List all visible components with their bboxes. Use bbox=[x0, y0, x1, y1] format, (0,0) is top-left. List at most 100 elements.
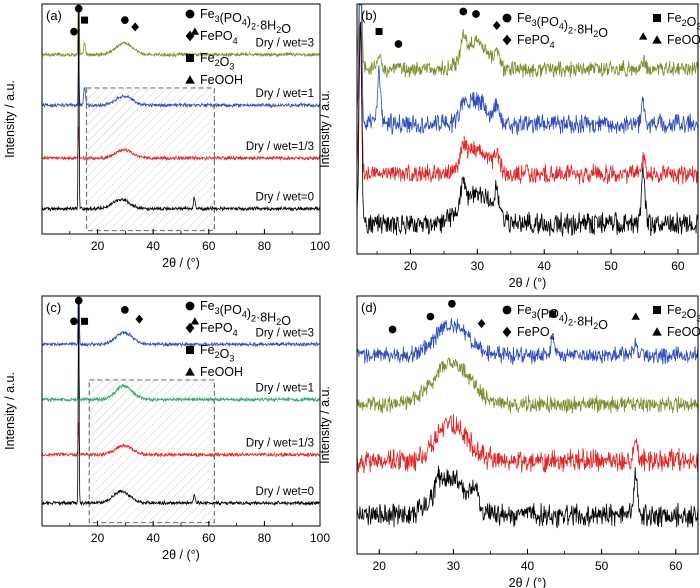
legend-triangle-icon bbox=[185, 75, 195, 84]
series-label: Dry / wet=1 bbox=[256, 88, 314, 100]
x-tick-label: 20 bbox=[91, 239, 105, 253]
legend-entry-label: Fe2O3 bbox=[667, 11, 700, 32]
panel-letter: (a) bbox=[46, 8, 62, 23]
x-tick-label: 50 bbox=[595, 559, 609, 573]
circle-peak-marker bbox=[448, 299, 456, 308]
circle-peak-marker bbox=[394, 40, 403, 48]
legend-square-icon bbox=[653, 306, 661, 314]
series-line-4 bbox=[41, 296, 321, 507]
x-tick-label: 40 bbox=[147, 531, 161, 545]
legend-triangle-icon bbox=[185, 367, 195, 376]
series-line-2 bbox=[356, 357, 699, 414]
series-line-4 bbox=[356, 21, 699, 237]
x-tick-label: 40 bbox=[147, 239, 161, 253]
legend-entry-label: FeOOH bbox=[667, 325, 700, 339]
legend-square-icon bbox=[653, 14, 661, 22]
series-line-3 bbox=[41, 421, 321, 458]
triangle-peak-marker bbox=[190, 317, 200, 325]
x-tick-label: 60 bbox=[202, 531, 216, 545]
legend-entry-label: Fe2O3 bbox=[667, 303, 700, 324]
diamond-peak-marker bbox=[131, 22, 139, 32]
series-label: Dry / wet=3 bbox=[256, 327, 314, 339]
series-line-4 bbox=[41, 4, 321, 213]
x-tick-label: 100 bbox=[310, 239, 330, 253]
circle-peak-marker bbox=[70, 317, 78, 326]
legend-circle-icon bbox=[185, 9, 195, 19]
series-label: Dry / wet=1/3 bbox=[246, 438, 314, 450]
x-tick-label: 20 bbox=[91, 531, 105, 545]
legend-entry-label: Fe2O3 bbox=[200, 51, 234, 72]
panel-letter: (d) bbox=[361, 300, 377, 315]
legend-entry-label: Fe3(PO4)2·8H2O bbox=[517, 303, 608, 332]
legend-entry-label: Fe3(PO4)2·8H2O bbox=[200, 7, 291, 36]
panel-c: Dry / wet=3 Dry / wet=1 Dry / wet=1/3 Dry /… bbox=[3, 295, 330, 562]
series-label: Dry / wet=1/3 bbox=[246, 141, 314, 153]
diamond-peak-marker bbox=[477, 319, 486, 329]
x-tick-label: 60 bbox=[671, 259, 685, 273]
legend: Fe3(PO4)2·8H2O Fe2O3 FePO4 FeOOH bbox=[502, 11, 700, 50]
circle-peak-marker bbox=[459, 7, 468, 16]
diamond-peak-marker bbox=[135, 314, 144, 324]
series-line-2 bbox=[41, 52, 321, 109]
series-line-3 bbox=[356, 414, 699, 473]
legend-circle-icon bbox=[502, 305, 512, 315]
series-label: Dry / wet=1 bbox=[256, 383, 314, 395]
series-line-3 bbox=[356, 22, 699, 185]
x-tick-label: 80 bbox=[258, 531, 272, 545]
panel-letter: (c) bbox=[46, 300, 61, 315]
x-tick-label: 80 bbox=[258, 239, 272, 253]
x-tick-label: 20 bbox=[404, 259, 418, 273]
legend-diamond-icon bbox=[185, 322, 195, 334]
circle-peak-marker bbox=[74, 296, 83, 305]
x-axis-label: 2θ / (°) bbox=[162, 548, 200, 562]
x-tick-label: 30 bbox=[447, 559, 461, 573]
x-tick-label: 30 bbox=[471, 259, 485, 273]
x-axis-label: 2θ / (°) bbox=[509, 276, 547, 290]
legend-entry-label: FePO4 bbox=[517, 33, 555, 50]
legend-triangle-icon bbox=[652, 35, 662, 44]
y-axis-label: Intensity / a.u. bbox=[3, 80, 17, 158]
legend-square-icon bbox=[186, 346, 194, 354]
circle-peak-marker bbox=[74, 4, 83, 13]
legend: Fe3(PO4)2·8H2O Fe2O3 FePO4 FeOOH bbox=[502, 303, 700, 342]
legend-circle-icon bbox=[502, 13, 512, 23]
triangle-peak-marker bbox=[190, 27, 200, 35]
panel-b: 20 30 40 50 60 2θ / (°) Intensity / a.u. (b) Fe3… bbox=[318, 3, 700, 290]
x-tick-label: 60 bbox=[202, 239, 216, 253]
diamond-peak-marker bbox=[492, 20, 501, 31]
series-line-1 bbox=[356, 318, 699, 365]
circle-peak-marker bbox=[70, 27, 78, 36]
square-peak-marker bbox=[549, 310, 557, 318]
legend-circle-icon bbox=[185, 301, 195, 311]
x-axis-label: 2θ / (°) bbox=[162, 256, 200, 270]
series-line-1 bbox=[41, 4, 321, 58]
panel-d: 20 30 40 50 60 2θ / (°) Intensity / a.u. (d) Fe3… bbox=[318, 295, 700, 588]
circle-peak-marker bbox=[120, 16, 129, 25]
series-line-1 bbox=[356, 4, 699, 79]
circle-peak-marker bbox=[426, 312, 435, 321]
x-tick-label: 100 bbox=[310, 531, 330, 545]
y-axis-label: Intensity / a.u. bbox=[318, 386, 332, 464]
legend-triangle-icon bbox=[652, 327, 662, 336]
series-line-1 bbox=[41, 296, 321, 348]
series-line-2 bbox=[356, 4, 699, 136]
x-tick-label: 50 bbox=[604, 259, 618, 273]
legend-entry-label: FeOOH bbox=[200, 365, 243, 379]
legend-entry-label: FeOOH bbox=[667, 33, 700, 47]
legend-diamond-icon bbox=[502, 34, 512, 46]
series-line-3 bbox=[41, 126, 321, 162]
square-peak-marker bbox=[81, 16, 89, 24]
legend-entry-label: Fe3(PO4)2·8H2O bbox=[200, 299, 291, 328]
panel-letter: (b) bbox=[361, 8, 377, 23]
y-axis-label: Intensity / a.u. bbox=[3, 372, 17, 450]
legend-diamond-icon bbox=[185, 30, 195, 42]
x-tick-label: 40 bbox=[538, 259, 552, 273]
legend-diamond-icon bbox=[502, 326, 512, 338]
square-peak-marker bbox=[375, 28, 383, 35]
circle-peak-marker bbox=[388, 325, 397, 334]
x-axis-label: 2θ / (°) bbox=[509, 576, 547, 588]
y-axis-label: Intensity / a.u. bbox=[318, 90, 332, 168]
